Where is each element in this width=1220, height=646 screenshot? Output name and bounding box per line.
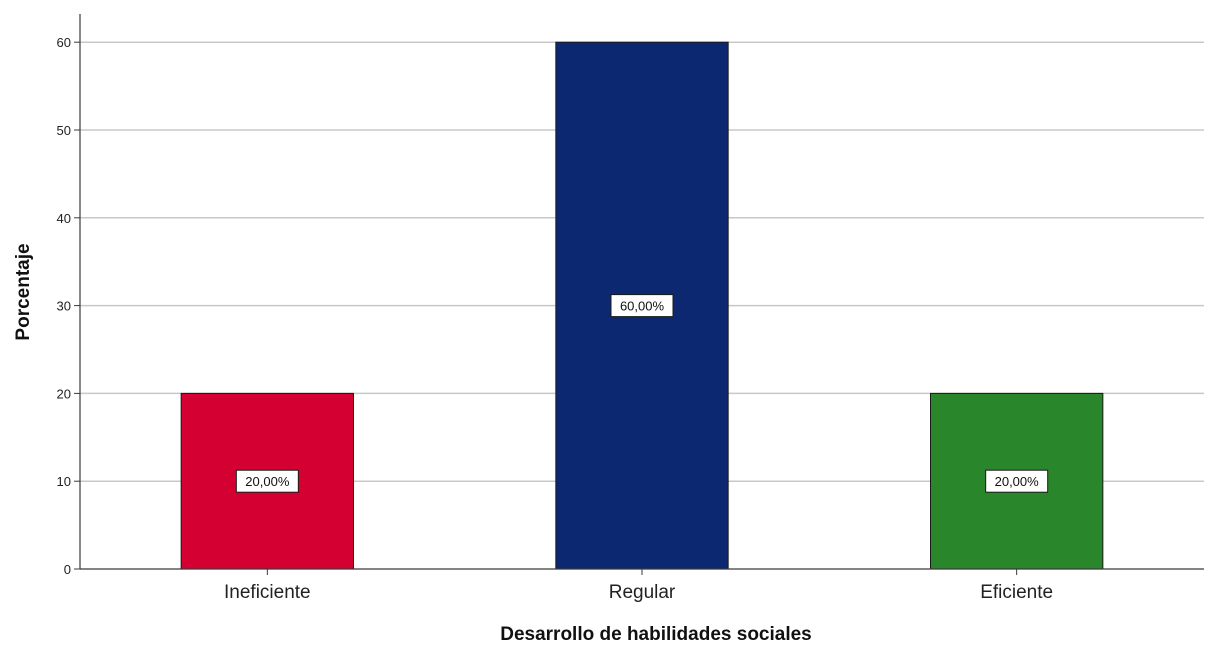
data-label: 20,00% [245,474,290,489]
y-tick-label: 40 [57,211,71,226]
x-tick-label: Eficiente [980,582,1053,603]
y-tick-label: 10 [57,474,71,489]
y-axis-title: Porcentaje [13,243,34,340]
data-label: 60,00% [620,299,665,314]
x-tick-label: Ineficiente [224,582,311,603]
data-label-box [610,294,674,318]
y-tick-label: 0 [64,562,71,577]
y-tick-label: 60 [57,35,71,50]
y-tick-label: 20 [57,386,71,401]
data-label-box [235,469,299,493]
data-label: 20,00% [995,474,1040,489]
data-labels: 20,00% 60,00% 20,00% [235,294,1049,493]
y-tick-label: 30 [57,299,71,314]
tick-labels: 0 10 20 30 40 50 60 Ineficiente Regular Eficiente [57,35,1054,603]
y-tick-label: 50 [57,123,71,138]
data-label-box [985,469,1049,493]
x-tick-label: Regular [609,582,676,603]
x-axis-title: Desarrollo de habilidades sociales [500,624,812,645]
